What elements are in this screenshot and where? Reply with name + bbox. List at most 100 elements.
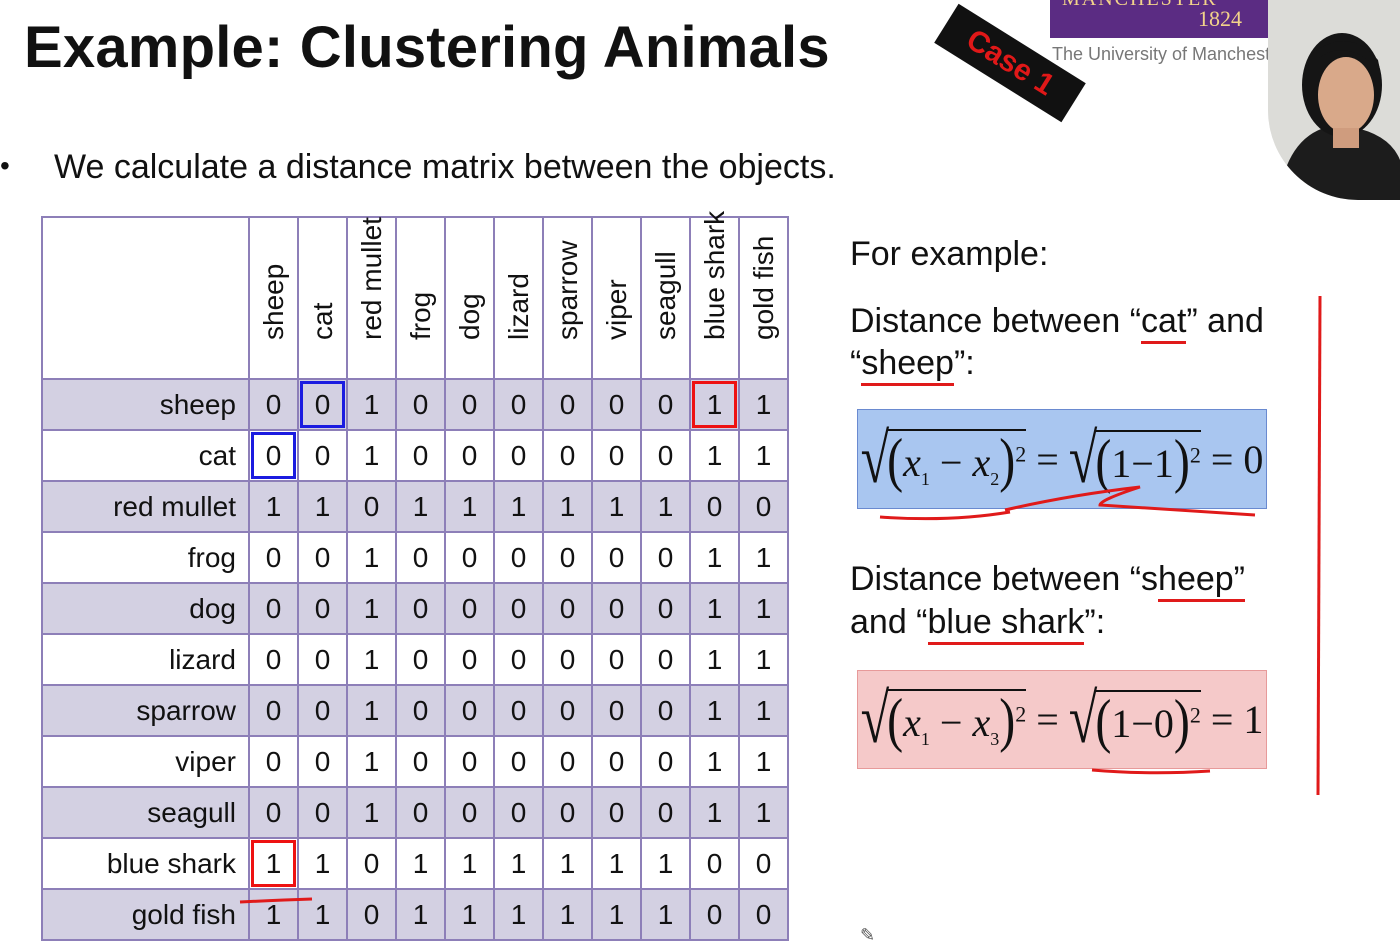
- f2-exp-b: 2: [1189, 702, 1201, 728]
- col-header: red mullet: [346, 216, 397, 380]
- row-label: sheep: [41, 378, 250, 431]
- matrix-cell: 0: [640, 735, 691, 788]
- logo-wordmark: MANCHESTER: [1062, 0, 1218, 11]
- matrix-cell: 1: [542, 888, 593, 941]
- annotation-stroke: [239, 897, 313, 904]
- matrix-cell: 0: [591, 684, 642, 737]
- case1-line1: Distance between “cat” and: [850, 302, 1264, 344]
- matrix-cell: 1: [591, 837, 642, 890]
- matrix-cell: 0: [640, 378, 691, 431]
- matrix-cell: 1: [297, 837, 348, 890]
- matrix-cell: 0: [248, 633, 299, 686]
- matrix-cell: 0: [493, 429, 544, 482]
- matrix-cell: 1: [297, 888, 348, 941]
- col-header: cat: [297, 216, 348, 380]
- col-header: viper: [591, 216, 642, 380]
- matrix-cell: 1: [395, 888, 446, 941]
- matrix-cell: 1: [640, 837, 691, 890]
- matrix-cell: 1: [493, 480, 544, 533]
- matrix-cell: 0: [689, 888, 740, 941]
- matrix-cell: 0: [444, 633, 495, 686]
- matrix-cell: 0: [248, 684, 299, 737]
- matrix-cell: 0: [444, 786, 495, 839]
- f2-result: 1: [1243, 697, 1264, 742]
- f1-sub-b: 2: [990, 468, 1000, 489]
- case2-a: heep”: [1158, 560, 1246, 602]
- table-row: blue shark 1 1 0 1 1 1 1 1 1 0 0: [41, 837, 789, 890]
- f1-rhs: 1−1: [1111, 440, 1174, 486]
- presenter-webcam: [1268, 0, 1400, 200]
- table-row: viper 0 0 1 0 0 0 0 0 0 1 1: [41, 735, 789, 788]
- matrix-cell: 0: [493, 378, 544, 431]
- matrix-cell: 0: [640, 582, 691, 635]
- matrix-cell: 0: [640, 633, 691, 686]
- case2-post: ”:: [1084, 603, 1106, 641]
- matrix-cell: 0: [591, 582, 642, 635]
- matrix-cell: 1: [738, 684, 789, 737]
- matrix-cell: 0: [640, 684, 691, 737]
- case2-line2-pre: and “: [850, 603, 928, 641]
- matrix-body: sheep 0 0 1 0 0 0 0 0 0 1 1 cat 0 0 1 0 0 0 0 0 0 1 1 red mullet…: [41, 378, 789, 941]
- matrix-cell: 1: [346, 429, 397, 482]
- matrix-cell: 1: [346, 684, 397, 737]
- table-row: frog 0 0 1 0 0 0 0 0 0 1 1: [41, 531, 789, 584]
- case2-pre: Distance between “s: [850, 560, 1159, 598]
- f2-rhs: 1−0: [1111, 701, 1174, 746]
- matrix-cell: 0: [444, 429, 495, 482]
- matrix-cell: 1: [346, 531, 397, 584]
- matrix-cell: 0: [395, 429, 446, 482]
- distance-matrix: sheep cat red mullet frog dog lizard spa…: [41, 211, 789, 941]
- matrix-cell: 0: [346, 888, 397, 941]
- matrix-cell: 0: [591, 786, 642, 839]
- logo-year: 1824: [1198, 6, 1242, 31]
- matrix-cell: 0: [591, 531, 642, 584]
- matrix-cell: 0: [591, 429, 642, 482]
- matrix-cell: 1: [640, 888, 691, 941]
- matrix-cell: 0: [640, 786, 691, 839]
- case1-post: ”:: [953, 344, 975, 382]
- matrix-cell: 0: [738, 888, 789, 941]
- case1-mid: ” and: [1186, 302, 1264, 340]
- row-label: dog: [41, 582, 250, 635]
- matrix-cell: 0: [395, 531, 446, 584]
- matrix-cell: 1: [346, 378, 397, 431]
- f1-var-b: x: [972, 439, 991, 485]
- row-label: red mullet: [41, 480, 250, 533]
- row-label: lizard: [41, 633, 250, 686]
- matrix-cell: 1: [346, 633, 397, 686]
- annotation-stroke: [1091, 768, 1211, 775]
- matrix-cell: 0: [297, 633, 348, 686]
- row-label: viper: [41, 735, 250, 788]
- matrix-cell: 0: [297, 735, 348, 788]
- matrix-cell: 0: [542, 531, 593, 584]
- row-label: seagull: [41, 786, 250, 839]
- matrix-cell: 0: [591, 735, 642, 788]
- matrix-cell: 0: [248, 735, 299, 788]
- matrix-cell: 1: [640, 480, 691, 533]
- matrix-cell: 1: [493, 837, 544, 890]
- table-row: gold fish 1 1 0 1 1 1 1 1 1 0 0: [41, 888, 789, 941]
- matrix-cell: 0: [248, 786, 299, 839]
- case2-line1: Distance between “sheep”: [850, 560, 1246, 602]
- table-row: sheep 0 0 1 0 0 0 0 0 0 1 1: [41, 378, 789, 431]
- col-header: seagull: [640, 216, 691, 380]
- f2-sub-a: 1: [920, 729, 930, 749]
- matrix-cell: 1: [689, 378, 740, 431]
- matrix-cell: 1: [689, 582, 740, 635]
- annotation-vertical-line: [1316, 295, 1322, 796]
- matrix-cell: 0: [542, 429, 593, 482]
- matrix-cell: 0: [542, 582, 593, 635]
- matrix-cell: 0: [591, 378, 642, 431]
- matrix-cell: 1: [542, 480, 593, 533]
- col-header: gold fish: [738, 216, 789, 380]
- matrix-cell: 1: [542, 837, 593, 890]
- matrix-cell: 0: [444, 684, 495, 737]
- annotation-stroke: [1004, 485, 1256, 517]
- case2-line2: and “blue shark”:: [850, 603, 1106, 645]
- pencil-icon[interactable]: ✎: [860, 925, 876, 945]
- table-row: seagull 0 0 1 0 0 0 0 0 0 1 1: [41, 786, 789, 839]
- row-label: frog: [41, 531, 250, 584]
- matrix-cell: 1: [395, 837, 446, 890]
- matrix-cell: 1: [346, 582, 397, 635]
